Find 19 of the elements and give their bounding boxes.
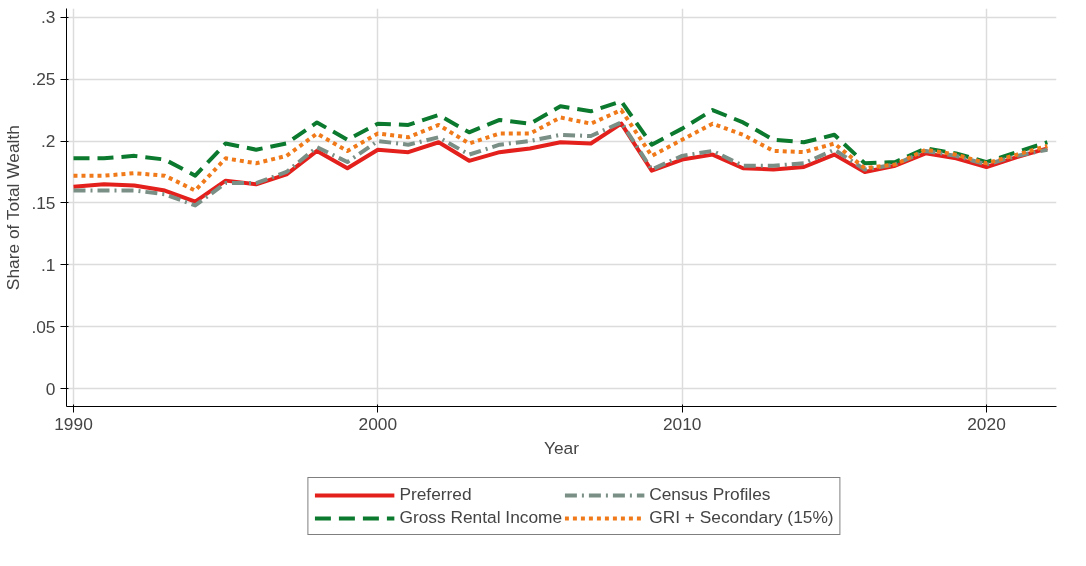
- y-tick-label: .2: [41, 131, 56, 151]
- x-tick-label: 2020: [967, 413, 1006, 434]
- y-tick-label: .15: [31, 192, 56, 213]
- legend-label: Gross Rental Income: [399, 507, 563, 528]
- x-tick-label: 2010: [662, 413, 702, 434]
- legend-label: Census Profiles: [649, 484, 771, 505]
- x-axis-title: Year: [543, 437, 580, 458]
- x-tick-label: 2000: [358, 413, 398, 434]
- y-tick-label: .25: [31, 69, 56, 90]
- y-tick-label: .1: [41, 254, 56, 275]
- y-axis-title: Share of Total Wealth: [3, 125, 24, 291]
- y-tick-label: .05: [31, 316, 56, 337]
- line-series: [71, 99, 1050, 178]
- y-tick-label: 0: [45, 378, 56, 399]
- line-series: [71, 108, 1050, 193]
- x-tick-label: 1990: [54, 413, 93, 434]
- legend-label: GRI + Secondary (15%): [649, 507, 834, 528]
- legend-label: Preferred: [399, 484, 472, 505]
- y-tick-label: .3: [41, 7, 56, 28]
